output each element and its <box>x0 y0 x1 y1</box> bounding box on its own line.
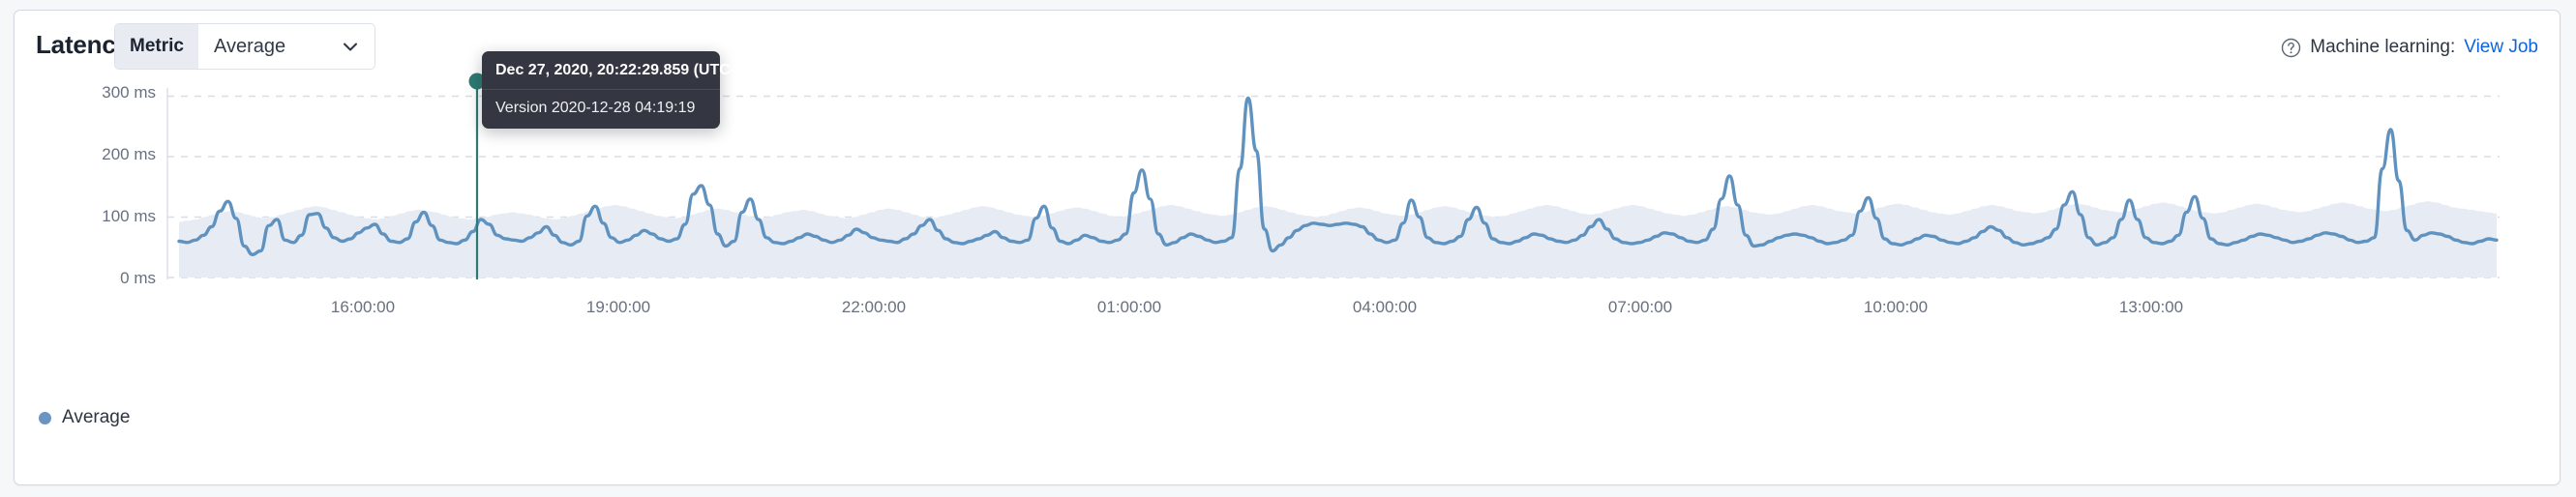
latency-chart[interactable]: 300 ms 200 ms 100 ms 0 ms 16:00:00 19:00… <box>15 69 2561 388</box>
svg-text:19:00:00: 19:00:00 <box>586 298 650 316</box>
svg-text:04:00:00: 04:00:00 <box>1353 298 1417 316</box>
svg-text:300 ms: 300 ms <box>102 83 156 102</box>
chart-y-tick-labels: 300 ms 200 ms 100 ms 0 ms <box>102 83 156 287</box>
svg-text:10:00:00: 10:00:00 <box>1864 298 1928 316</box>
version-annotation[interactable] <box>468 73 486 280</box>
machine-learning-label: Machine learning: <box>2310 37 2456 57</box>
svg-text:100 ms: 100 ms <box>102 207 156 225</box>
chart-x-tick-labels: 16:00:00 19:00:00 22:00:00 01:00:00 04:0… <box>331 298 2183 316</box>
machine-learning-note: Machine learning: View Job <box>2281 37 2538 58</box>
metric-select-value[interactable]: Average <box>213 35 286 57</box>
page-title: Latency <box>36 30 130 59</box>
legend-item-label[interactable]: Average <box>62 407 131 427</box>
svg-text:16:00:00: 16:00:00 <box>331 298 395 316</box>
average-line <box>177 96 2499 256</box>
view-job-link[interactable]: View Job <box>2464 37 2538 57</box>
svg-text:0 ms: 0 ms <box>120 269 156 287</box>
latency-chart-svg[interactable]: 300 ms 200 ms 100 ms 0 ms 16:00:00 19:00… <box>15 69 2561 388</box>
metric-select[interactable]: Metric Average <box>114 23 375 70</box>
chevron-down-icon[interactable] <box>340 24 374 69</box>
panel-header: Latency Metric Average Machine learning:… <box>15 11 2560 74</box>
svg-text:13:00:00: 13:00:00 <box>2119 298 2183 316</box>
svg-text:01:00:00: 01:00:00 <box>1097 298 1161 316</box>
metric-select-label: Metric <box>115 24 198 69</box>
latency-panel: Latency Metric Average Machine learning:… <box>14 10 2561 485</box>
tooltip-header: Dec 27, 2020, 20:22:29.859 (UTC-8) <box>482 51 749 90</box>
chart-tooltip: Dec 27, 2020, 20:22:29.859 (UTC-8) Versi… <box>482 51 749 129</box>
chart-legend[interactable]: Average <box>39 407 130 428</box>
svg-text:22:00:00: 22:00:00 <box>842 298 906 316</box>
dot-icon <box>39 411 51 424</box>
svg-text:07:00:00: 07:00:00 <box>1608 298 1672 316</box>
svg-text:200 ms: 200 ms <box>102 145 156 163</box>
question-in-circle-icon[interactable] <box>2281 38 2301 58</box>
tooltip-body: Version 2020-12-28 04:19:19 <box>495 100 696 116</box>
